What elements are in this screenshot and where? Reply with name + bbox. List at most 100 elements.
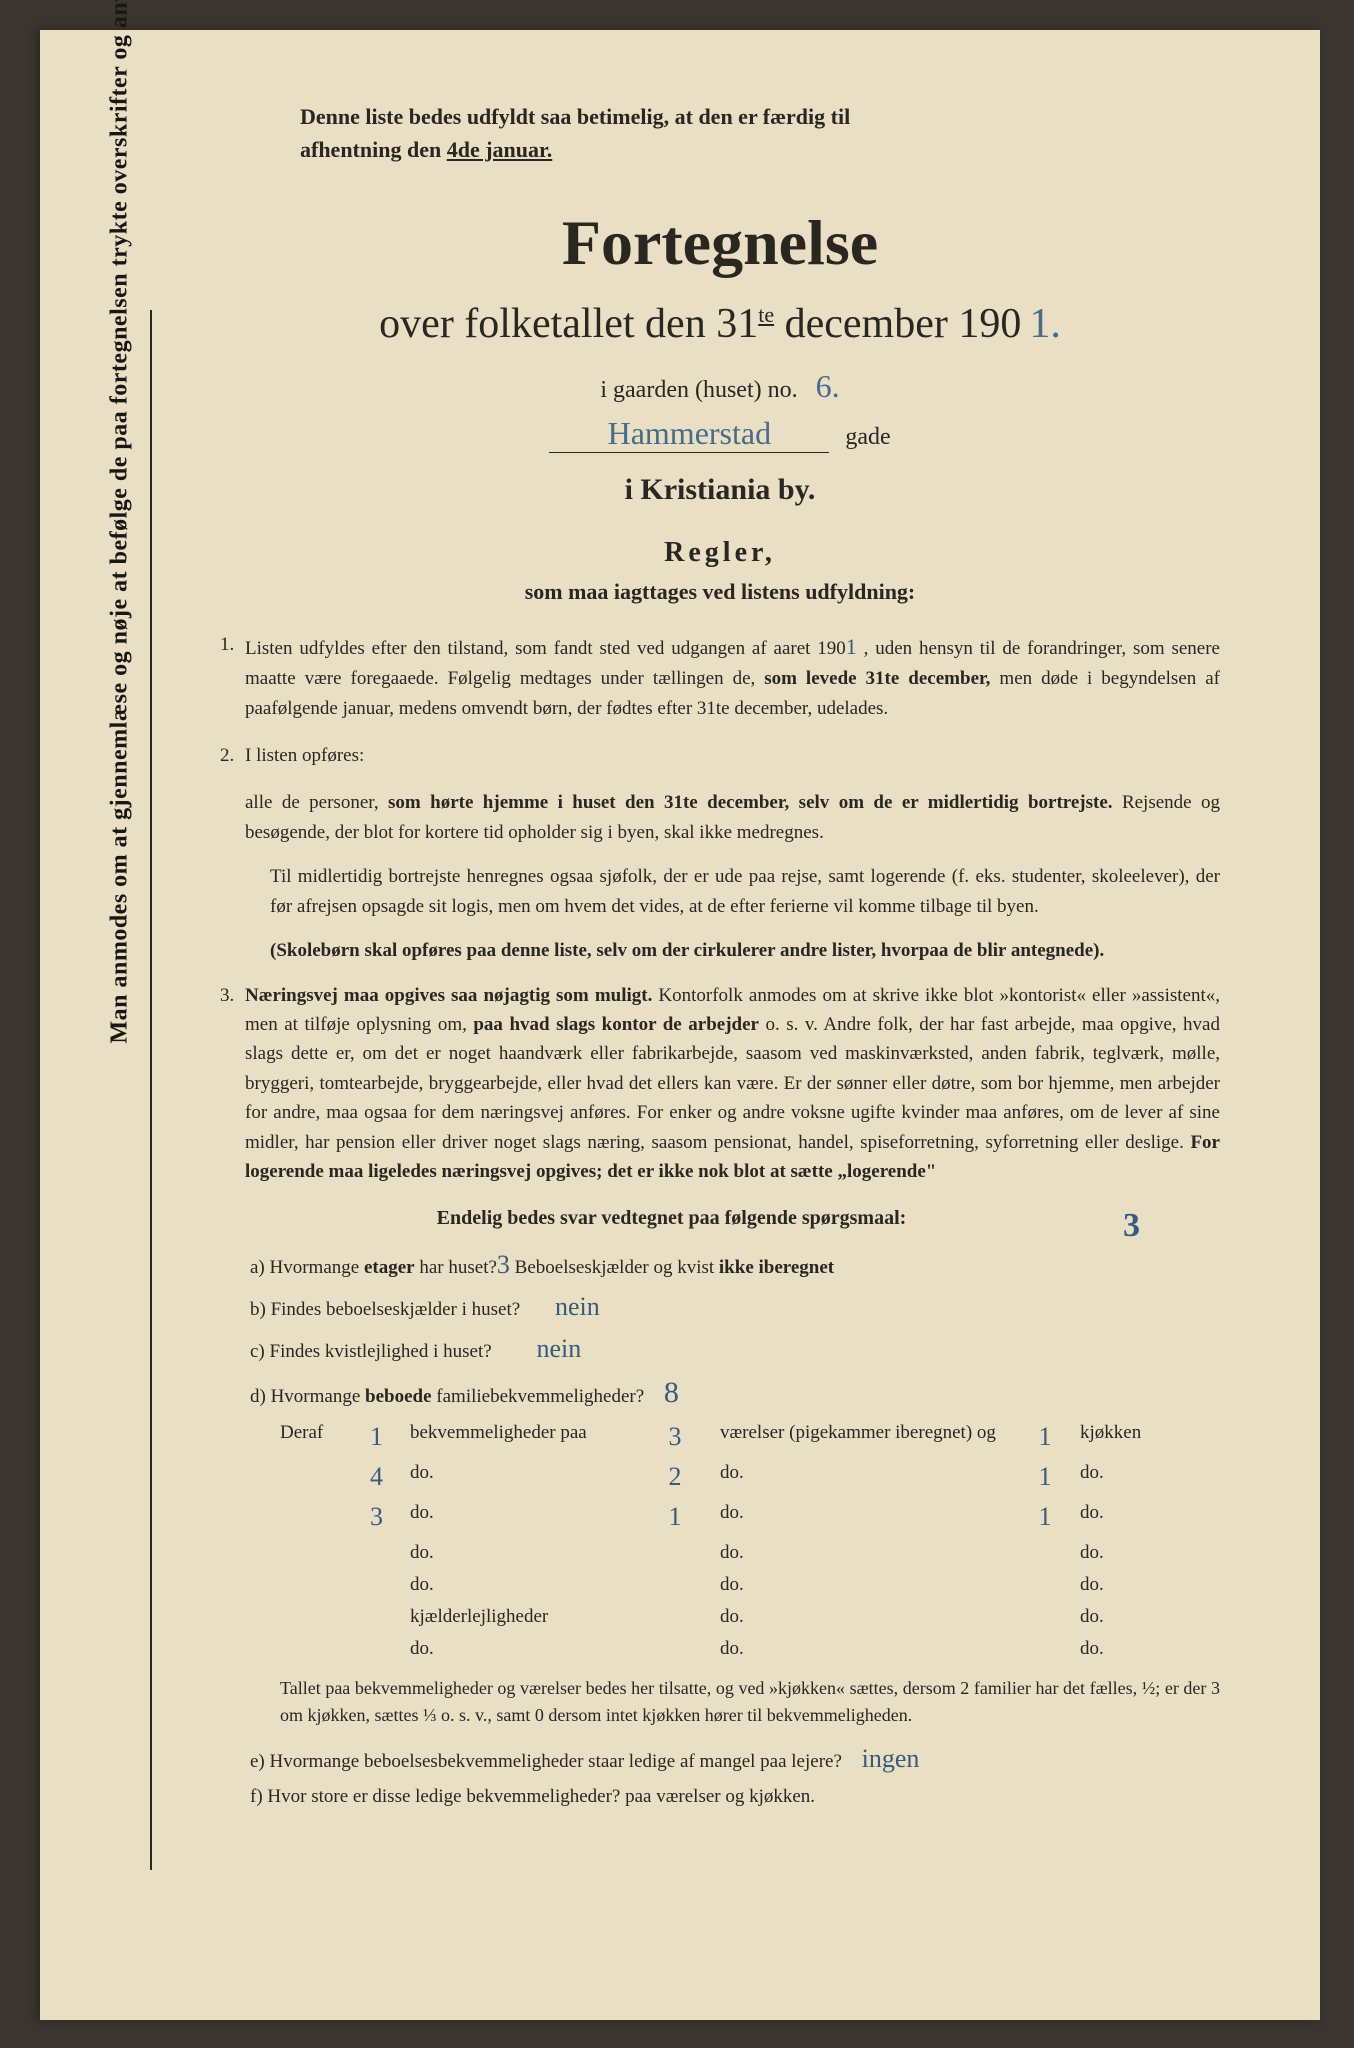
deraf-k: [1010, 1606, 1080, 1628]
question-f: f) Hvor store er disse ledige bekvemmeli…: [220, 1786, 1220, 1808]
gade-line: Hammerstad gade: [220, 415, 1220, 453]
subtitle-post: december 190: [774, 301, 1021, 347]
top-note-line2: afhentning den: [300, 137, 447, 162]
deraf-row: Deraf1bekvemmeligheder paa3værelser (pig…: [220, 1422, 1220, 1452]
deraf-label: do.: [410, 1638, 630, 1660]
deraf-kj: kjøkken: [1080, 1422, 1190, 1452]
main-title: Fortegnelse: [220, 206, 1220, 280]
subtitle-pre: over folketallet den 31: [379, 301, 758, 347]
deraf-v: 2: [630, 1462, 720, 1492]
rule-1: 1. Listen udfyldes efter den tilstand, s…: [220, 630, 1220, 723]
deraf-n: 4: [370, 1462, 410, 1492]
deraf-rooms: do.: [720, 1574, 1010, 1596]
deraf-k: 1: [1010, 1462, 1080, 1492]
deraf-kj: do.: [1080, 1462, 1190, 1492]
deraf-k: [1010, 1542, 1080, 1564]
deraf-row: do. do. do.: [220, 1574, 1220, 1596]
gade-handwritten: Hammerstad: [608, 415, 772, 452]
top-note-date: 4de januar.: [447, 137, 553, 162]
qd-a: d) Hvormange: [250, 1386, 365, 1407]
regler-subheading: som maa iagttages ved listens udfyldning…: [220, 579, 1220, 605]
deraf-rooms: do.: [720, 1606, 1010, 1628]
qd-b: familiebekvemmeligheder?: [432, 1386, 645, 1407]
rule-2-intro: 2. I listen opføres:: [220, 741, 1220, 770]
deraf-rooms: do.: [720, 1638, 1010, 1660]
subtitle: over folketallet den 31te december 1901.: [220, 300, 1220, 348]
qa-bold: etager: [364, 1257, 415, 1278]
qa-after: Beboelseskjælder og kvist: [510, 1257, 719, 1278]
rule-1-text-a: Listen udfyldes efter den tilstand, som …: [245, 638, 846, 659]
gaarden-label: i gaarden (huset) no.: [600, 377, 797, 403]
rule-3-bold1: Næringsvej maa opgives saa nøjagtig som …: [245, 985, 652, 1006]
deraf-n: [370, 1542, 410, 1564]
deraf-label: kjælderlejligheder: [410, 1606, 630, 1628]
deraf-v: [630, 1574, 720, 1596]
rule-1-year-hw: 1: [846, 634, 857, 659]
rule-2-skoleborn: (Skolebørn skal opføres paa denne liste,…: [220, 936, 1220, 965]
qd-bold: beboede: [365, 1386, 432, 1407]
question-e: e) Hvormange beboelsesbekvemmeligheder s…: [220, 1744, 1220, 1774]
deraf-row: do.do.do.: [220, 1638, 1220, 1660]
deraf-row: kjælderlejlighederdo.do.: [220, 1606, 1220, 1628]
gade-label: gade: [845, 424, 890, 450]
deraf-lead: [280, 1638, 370, 1660]
question-d: d) Hvormange beboede familiebekvemmeligh…: [220, 1376, 1220, 1410]
qa-label: a) Hvormange: [250, 1257, 364, 1278]
deraf-label: do.: [410, 1542, 630, 1564]
deraf-kj: do.: [1080, 1542, 1190, 1564]
deraf-table: Deraf1bekvemmeligheder paa3værelser (pig…: [220, 1422, 1220, 1660]
regler-heading: Regler,: [220, 537, 1220, 569]
rule-2-number: 2.: [220, 741, 234, 770]
top-note-line1: Denne liste bedes udfyldt saa betimelig,…: [300, 104, 850, 129]
question-b: b) Findes beboelseskjælder i huset? nein: [220, 1292, 1220, 1322]
deraf-lead: [280, 1574, 370, 1596]
deraf-k: [1010, 1574, 1080, 1596]
city-line: i Kristiania by.: [220, 473, 1220, 507]
qa-hw: 3: [497, 1250, 510, 1279]
document-page: Man anmodes om at gjennemlæse og nøje at…: [40, 30, 1320, 2020]
rule-2-bold: som hørte hjemme i huset den 31te decemb…: [388, 792, 1113, 813]
deraf-row: 4do.2do.1do.: [220, 1462, 1220, 1492]
qb-hw: nein: [555, 1292, 600, 1321]
qe-text: e) Hvormange beboelsesbekvemmeligheder s…: [250, 1751, 842, 1772]
deraf-k: 1: [1010, 1422, 1080, 1452]
deraf-v: 1: [630, 1502, 720, 1532]
deraf-label: do.: [410, 1462, 630, 1492]
deraf-row: 3do.1do.1do.: [220, 1502, 1220, 1532]
deraf-lead: [280, 1502, 370, 1532]
deraf-kj: do.: [1080, 1574, 1190, 1596]
qc-text: c) Findes kvistlejlighed i huset?: [250, 1341, 492, 1362]
deraf-rooms: do.: [720, 1502, 1010, 1532]
deraf-v: [630, 1638, 720, 1660]
deraf-v: [630, 1606, 720, 1628]
deraf-v: 3: [630, 1422, 720, 1452]
endelig-text: Endelig bedes svar vedtegnet paa følgend…: [437, 1207, 907, 1229]
deraf-k: [1010, 1638, 1080, 1660]
endelig-margin-hw: 3: [1123, 1207, 1140, 1245]
gaarden-line: i gaarden (huset) no. 6.: [220, 368, 1220, 405]
year-handwritten: 1.: [1029, 300, 1061, 348]
qa-bold2: ikke iberegnet: [719, 1257, 834, 1278]
deraf-rooms: do.: [720, 1542, 1010, 1564]
deraf-lead: [280, 1542, 370, 1564]
top-note: Denne liste bedes udfyldt saa betimelig,…: [300, 100, 1220, 166]
subtitle-ordinal: te: [758, 302, 774, 327]
question-c: c) Findes kvistlejlighed i huset? nein: [220, 1334, 1220, 1364]
deraf-v: [630, 1542, 720, 1564]
deraf-label: do.: [410, 1574, 630, 1596]
vertical-rule-line: [150, 310, 152, 1870]
deraf-rooms: do.: [720, 1462, 1010, 1492]
deraf-lead: [280, 1462, 370, 1492]
question-a: a) Hvormange etager har huset?3 Beboelse…: [220, 1250, 1220, 1280]
rule-3-bold2: paa hvad slags kontor de arbejder: [473, 1014, 759, 1035]
rule-2-intro-text: I listen opføres:: [245, 745, 364, 766]
rule-1-number: 1.: [220, 630, 234, 659]
gaarden-number: 6.: [816, 368, 840, 405]
deraf-n: [370, 1638, 410, 1660]
deraf-n: 1: [370, 1422, 410, 1452]
rule-2-sub: Til midlertidig bortrejste henregnes ogs…: [220, 862, 1220, 921]
rule-1-bold: som levede 31te december,: [764, 668, 990, 689]
endelig-heading: Endelig bedes svar vedtegnet paa følgend…: [220, 1207, 1220, 1230]
deraf-row: do. do. do.: [220, 1542, 1220, 1564]
deraf-n: [370, 1606, 410, 1628]
